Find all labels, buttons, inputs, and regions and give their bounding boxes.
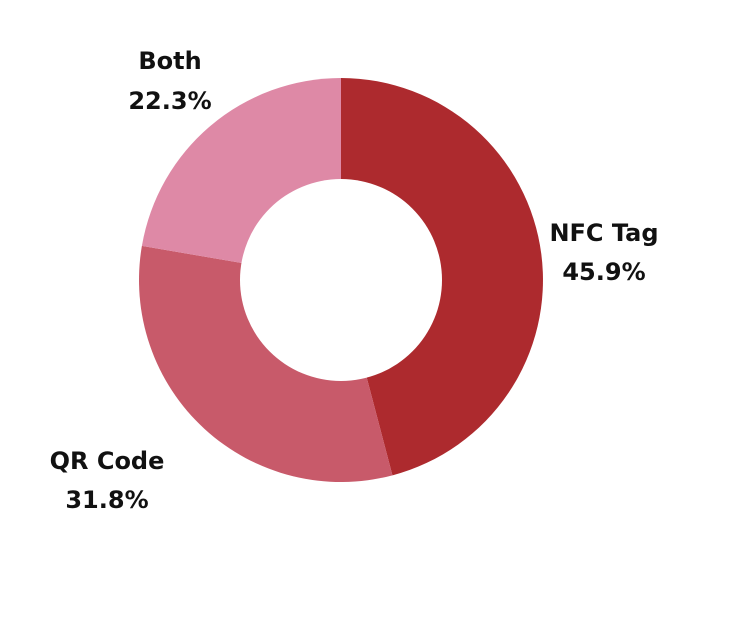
- slice-label-name: Both: [138, 47, 201, 75]
- slice-label-value: 45.9%: [562, 258, 645, 286]
- slice-nfc-tag: [341, 78, 543, 476]
- donut-hole: [240, 179, 442, 381]
- slice-label-name: NFC Tag: [549, 219, 658, 247]
- slice-label-qr-code: QR Code 31.8%: [50, 447, 165, 514]
- slice-label-both: Both 22.3%: [128, 47, 211, 115]
- slice-label-value: 22.3%: [128, 87, 211, 115]
- slice-label-name: QR Code: [50, 447, 165, 475]
- slice-label-value: 31.8%: [65, 486, 148, 514]
- slice-label-nfc-tag: NFC Tag 45.9%: [549, 219, 658, 286]
